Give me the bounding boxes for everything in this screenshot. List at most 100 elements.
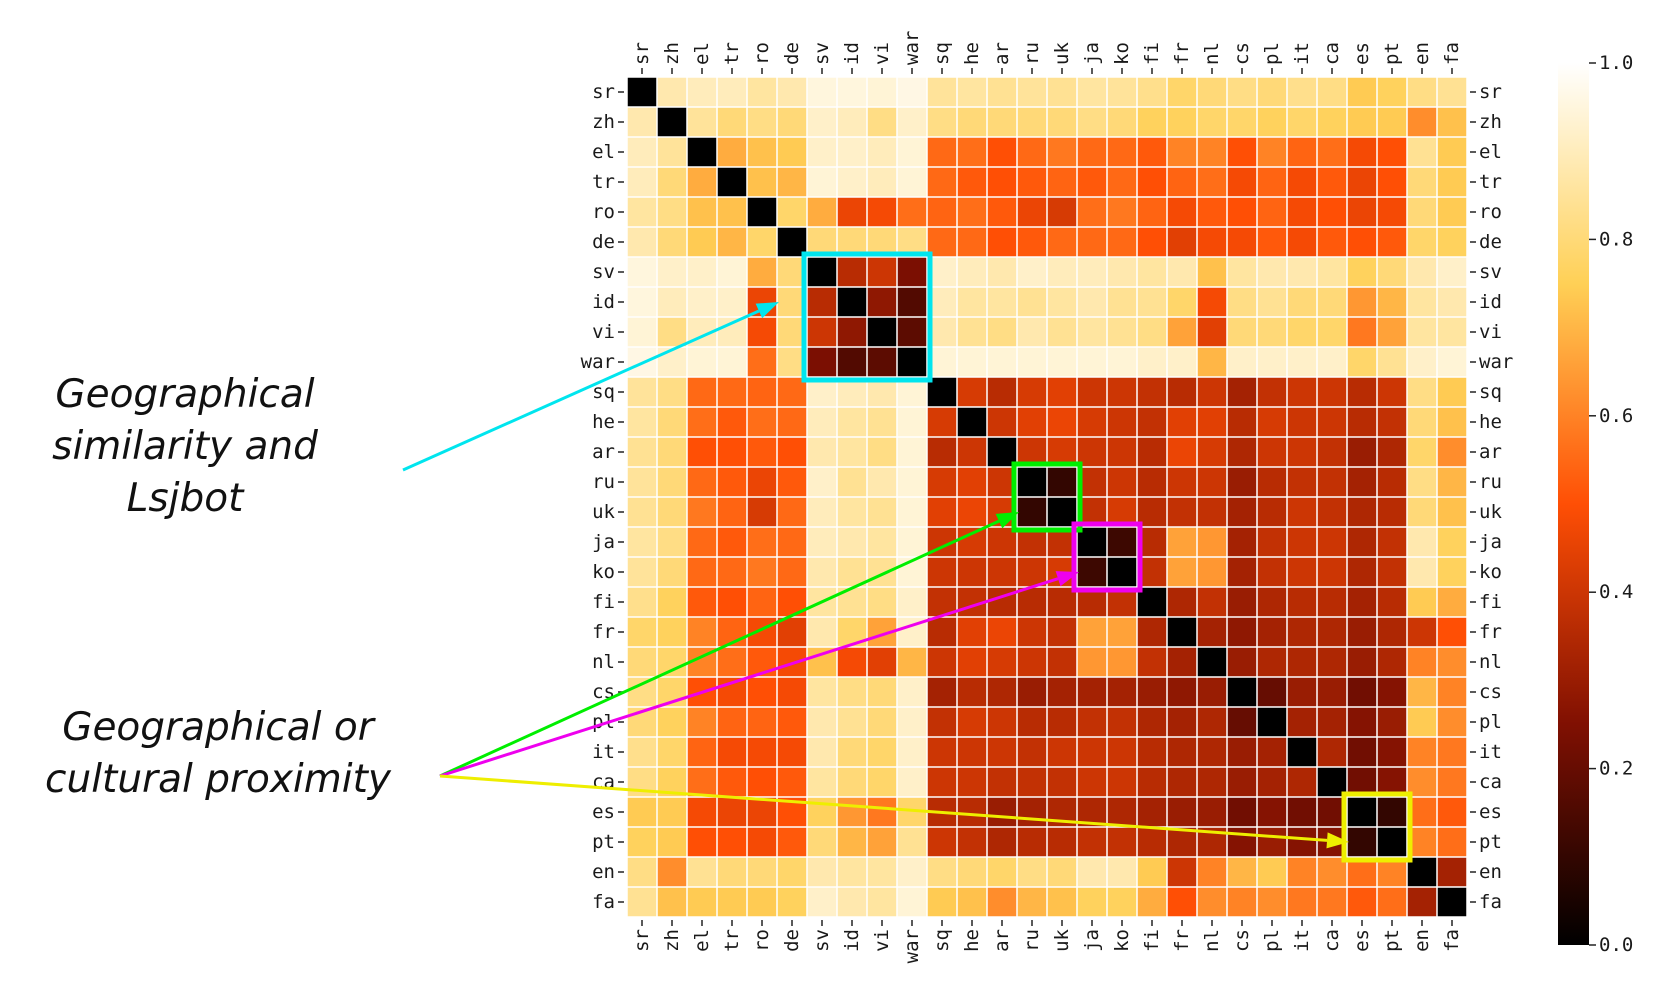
- heatmap-cell-ro-el: [687, 197, 717, 227]
- heatmap-cell-zh-el: [687, 107, 717, 137]
- heatmap-cell-de-ca: [1317, 227, 1347, 257]
- y-tick-right-de: de: [1479, 231, 1502, 253]
- heatmap-cell-ro-pl: [1257, 197, 1287, 227]
- heatmap-cell-sv-fr: [1167, 257, 1197, 287]
- x-tick-top-sr: sr: [631, 42, 653, 65]
- heatmap-cell-zh-sq: [927, 107, 957, 137]
- heatmap-cell-de-uk: [1047, 227, 1077, 257]
- heatmap-cell-war-fi: [1137, 347, 1167, 377]
- heatmap-cell-ca-sq: [927, 767, 957, 797]
- heatmap-cell-de-cs: [1227, 227, 1257, 257]
- x-tick-top-fi: fi: [1141, 42, 1163, 65]
- heatmap-cell-es-fa: [1437, 797, 1467, 827]
- heatmap-cell-ar-pl: [1257, 437, 1287, 467]
- heatmap-cell-sv-vi: [867, 257, 897, 287]
- heatmap-cell-id-el: [687, 287, 717, 317]
- heatmap-cell-ko-cs: [1227, 557, 1257, 587]
- heatmap-cell-ja-id: [837, 527, 867, 557]
- y-tick-right-tr: tr: [1479, 171, 1502, 193]
- heatmap-cell-uk-ro: [747, 497, 777, 527]
- heatmap-cell-ro-sq: [927, 197, 957, 227]
- y-tick-left-pt: pt: [592, 831, 615, 853]
- heatmap-cell-ca-pl: [1257, 767, 1287, 797]
- heatmap-cell-vi-sr: [627, 317, 657, 347]
- colorbar-tick-0.8: 0.8: [1599, 228, 1633, 250]
- y-tick-left-pl: pl: [592, 711, 615, 733]
- heatmap-cell-nl-it: [1287, 647, 1317, 677]
- highlight-box-ru-uk: [1011, 461, 1083, 533]
- heatmap-cell-ru-sv: [807, 467, 837, 497]
- heatmap-cell-ca-fa: [1437, 767, 1467, 797]
- heatmap-cell-sv-zh: [657, 257, 687, 287]
- y-tick-right-pl: pl: [1479, 711, 1502, 733]
- heatmap-cell-ja-ca: [1317, 527, 1347, 557]
- heatmap-cell-ro-tr: [717, 197, 747, 227]
- heatmap-cell-uk-de: [777, 497, 807, 527]
- heatmap-cell-pt-id: [837, 827, 867, 857]
- heatmap-cell-it-en: [1407, 737, 1437, 767]
- colorbar-tick-0.4: 0.4: [1599, 581, 1633, 603]
- heatmap-cell-sv-fi: [1137, 257, 1167, 287]
- heatmap-cell-fa-ko: [1107, 887, 1137, 917]
- heatmap-cell-fi-it: [1287, 587, 1317, 617]
- heatmap-cell-es-zh: [657, 797, 687, 827]
- heatmap-cell-ca-id: [837, 767, 867, 797]
- heatmap-cell-tr-fi: [1137, 167, 1167, 197]
- heatmap-cell-id-zh: [657, 287, 687, 317]
- heatmap-cell-fr-ja: [1077, 617, 1107, 647]
- heatmap-cell-ar-fa: [1437, 437, 1467, 467]
- heatmap-cell-it-fr: [1167, 737, 1197, 767]
- heatmap-cell-ja-nl: [1197, 527, 1227, 557]
- heatmap-cell-ko-pl: [1257, 557, 1287, 587]
- heatmap-cell-vi-zh: [657, 317, 687, 347]
- heatmap-cell-ca-fr: [1167, 767, 1197, 797]
- heatmap-cell-ar-it: [1287, 437, 1317, 467]
- heatmap-cell-pl-fi: [1137, 707, 1167, 737]
- heatmap-cell-es-it: [1287, 797, 1317, 827]
- heatmap-cell-en-ko: [1107, 857, 1137, 887]
- heatmap-cell-fr-ko: [1107, 617, 1137, 647]
- heatmap-cell-he-he: [957, 407, 987, 437]
- heatmap-cell-sv-nl: [1197, 257, 1227, 287]
- heatmap-cell-cs-cs: [1227, 677, 1257, 707]
- y-tick-right-zh: zh: [1479, 111, 1502, 133]
- x-tick-bottom-de: de: [781, 929, 803, 952]
- heatmap-cell-it-fa: [1437, 737, 1467, 767]
- heatmap-cell-ko-vi: [867, 557, 897, 587]
- y-tick-right-fi: fi: [1479, 591, 1502, 613]
- heatmap-cell-de-zh: [657, 227, 687, 257]
- heatmap-cell-sq-fi: [1137, 377, 1167, 407]
- heatmap-cell-cs-sr: [627, 677, 657, 707]
- heatmap-cell-war-pt: [1377, 347, 1407, 377]
- heatmap-cell-ru-he: [957, 467, 987, 497]
- heatmap-cell-ru-sq: [927, 467, 957, 497]
- heatmap-cell-zh-en: [1407, 107, 1437, 137]
- heatmap-cell-tr-en: [1407, 167, 1437, 197]
- heatmap-cell-ro-cs: [1227, 197, 1257, 227]
- heatmap-cell-fa-fr: [1167, 887, 1197, 917]
- heatmap-cell-tr-fr: [1167, 167, 1197, 197]
- y-tick-right-es: es: [1479, 801, 1502, 823]
- heatmap-cell-sr-fr: [1167, 77, 1197, 107]
- heatmap-cell-sv-ko: [1107, 257, 1137, 287]
- heatmap-cell-zh-sr: [627, 107, 657, 137]
- heatmap-cell-he-fr: [1167, 407, 1197, 437]
- y-tick-right-vi: vi: [1479, 321, 1502, 343]
- x-tick-bottom-vi: vi: [871, 929, 893, 952]
- annotation-0-line-1: similarity and: [52, 424, 318, 469]
- heatmap-cell-pl-zh: [657, 707, 687, 737]
- heatmap-cell-sq-es: [1347, 377, 1377, 407]
- heatmap-cell-zh-ca: [1317, 107, 1347, 137]
- heatmap-cell-sq-ro: [747, 377, 777, 407]
- heatmap-cell-sv-cs: [1227, 257, 1257, 287]
- x-tick-bottom-zh: zh: [661, 929, 683, 952]
- heatmap-cell-sr-ca: [1317, 77, 1347, 107]
- heatmap-cell-sv-ja: [1077, 257, 1107, 287]
- heatmap-cell-sq-uk: [1047, 377, 1077, 407]
- heatmap-cell-sq-nl: [1197, 377, 1227, 407]
- heatmap-cell-en-tr: [717, 857, 747, 887]
- heatmap-cell-tr-it: [1287, 167, 1317, 197]
- heatmap-cell-uk-vi: [867, 497, 897, 527]
- heatmap-cell-id-cs: [1227, 287, 1257, 317]
- heatmap-cell-pl-el: [687, 707, 717, 737]
